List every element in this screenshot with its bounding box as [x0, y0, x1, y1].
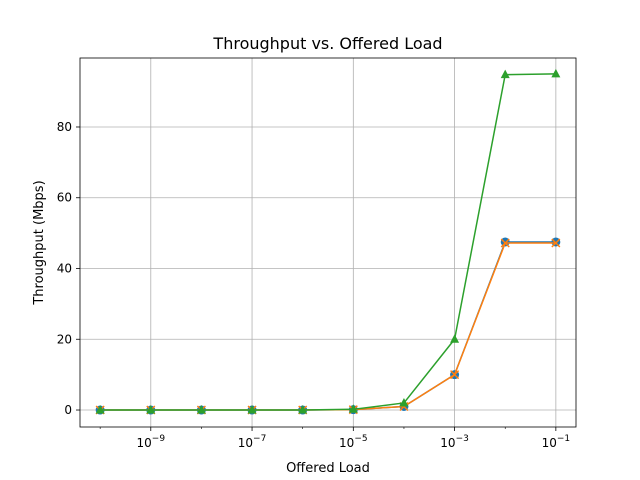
data-point [551, 237, 561, 247]
y-tick-label: 80 [57, 120, 72, 134]
x-axis-ticks: 10−9 10−7 10−5 10−3 10−1 [99, 427, 571, 450]
x-tick-exponent: −3 [456, 434, 469, 444]
data-point [450, 370, 460, 380]
x-tick-base: 10 [440, 436, 455, 450]
data-point [500, 238, 510, 248]
y-axis-label: Throughput (Mbps) [32, 180, 47, 305]
x-tick-base: 10 [238, 436, 253, 450]
series-layer [95, 68, 561, 415]
x-tick-label: 10−7 [238, 434, 267, 450]
y-tick-label: 40 [57, 262, 72, 276]
plot-frame [79, 57, 577, 428]
data-point [348, 404, 358, 413]
series-line [100, 73, 556, 411]
data-point [196, 405, 206, 414]
data-point [551, 238, 561, 248]
data-point [450, 334, 460, 343]
x-tick-label: 10−9 [137, 434, 166, 450]
x-tick-label: 10−5 [339, 434, 368, 450]
y-tick-label: 0 [64, 403, 72, 417]
data-point [399, 397, 409, 407]
x-tick-exponent: −9 [152, 434, 166, 444]
y-tick-label: 20 [57, 332, 72, 346]
data-point [551, 68, 561, 78]
data-point [500, 237, 510, 247]
data-point [500, 69, 510, 79]
x-tick-exponent: −1 [557, 434, 570, 444]
y-axis-ticks: 0 20 40 60 80 [57, 120, 80, 417]
x-tick-label: 10−1 [542, 434, 571, 450]
data-point [95, 405, 105, 414]
x-tick-exponent: −5 [354, 434, 367, 444]
series-3 [95, 68, 561, 414]
x-axis-label: Offered Load [286, 461, 370, 476]
data-point [298, 405, 308, 414]
y-tick-label: 60 [57, 191, 72, 205]
x-tick-base: 10 [542, 436, 557, 450]
data-point [247, 405, 257, 414]
chart-title: Throughput vs. Offered Load [212, 34, 442, 53]
x-tick-label: 10−3 [440, 434, 469, 450]
x-tick-base: 10 [339, 436, 354, 450]
x-tick-exponent: −7 [253, 434, 266, 444]
data-point [146, 405, 156, 414]
x-tick-base: 10 [137, 436, 152, 450]
